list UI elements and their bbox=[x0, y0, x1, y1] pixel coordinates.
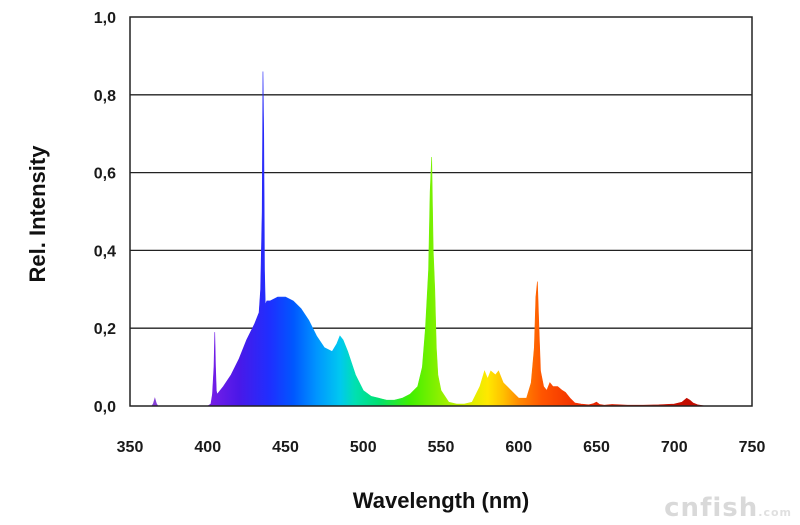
spectrum-area bbox=[151, 71, 706, 407]
watermark-logo: cnfish.com bbox=[664, 493, 792, 523]
x-tick-label: 350 bbox=[117, 439, 144, 456]
x-tick-label: 400 bbox=[194, 439, 221, 456]
x-tick-label: 450 bbox=[272, 439, 299, 456]
y-tick-label: 1,0 bbox=[94, 10, 116, 27]
plot-frame bbox=[129, 16, 753, 407]
x-tick-label: 700 bbox=[661, 439, 688, 456]
x-tick-label: 750 bbox=[739, 439, 766, 456]
x-axis-label: Wavelength (nm) bbox=[353, 488, 529, 513]
watermark-suffix: .com bbox=[758, 506, 792, 519]
x-tick-label: 650 bbox=[583, 439, 610, 456]
y-tick-label: 0,2 bbox=[94, 321, 116, 338]
x-tick-label: 550 bbox=[428, 439, 455, 456]
y-tick-label: 0,4 bbox=[94, 243, 116, 260]
y-tick-label: 0,0 bbox=[94, 399, 116, 416]
watermark-text: cnfish bbox=[664, 493, 759, 523]
y-tick-labels: 0,0 0,2 0,4 0,6 0,8 1,0 bbox=[94, 10, 116, 416]
x-tick-label: 600 bbox=[505, 439, 532, 456]
x-tick-label: 500 bbox=[350, 439, 377, 456]
x-tick-labels: 350 400 450 500 550 600 650 700 750 bbox=[117, 439, 766, 456]
y-tick-label: 0,8 bbox=[94, 88, 116, 105]
y-tick-label: 0,6 bbox=[94, 166, 116, 183]
y-axis-label: Rel. Intensity bbox=[25, 145, 50, 283]
plot-area bbox=[151, 71, 706, 407]
gridlines bbox=[130, 94, 752, 329]
